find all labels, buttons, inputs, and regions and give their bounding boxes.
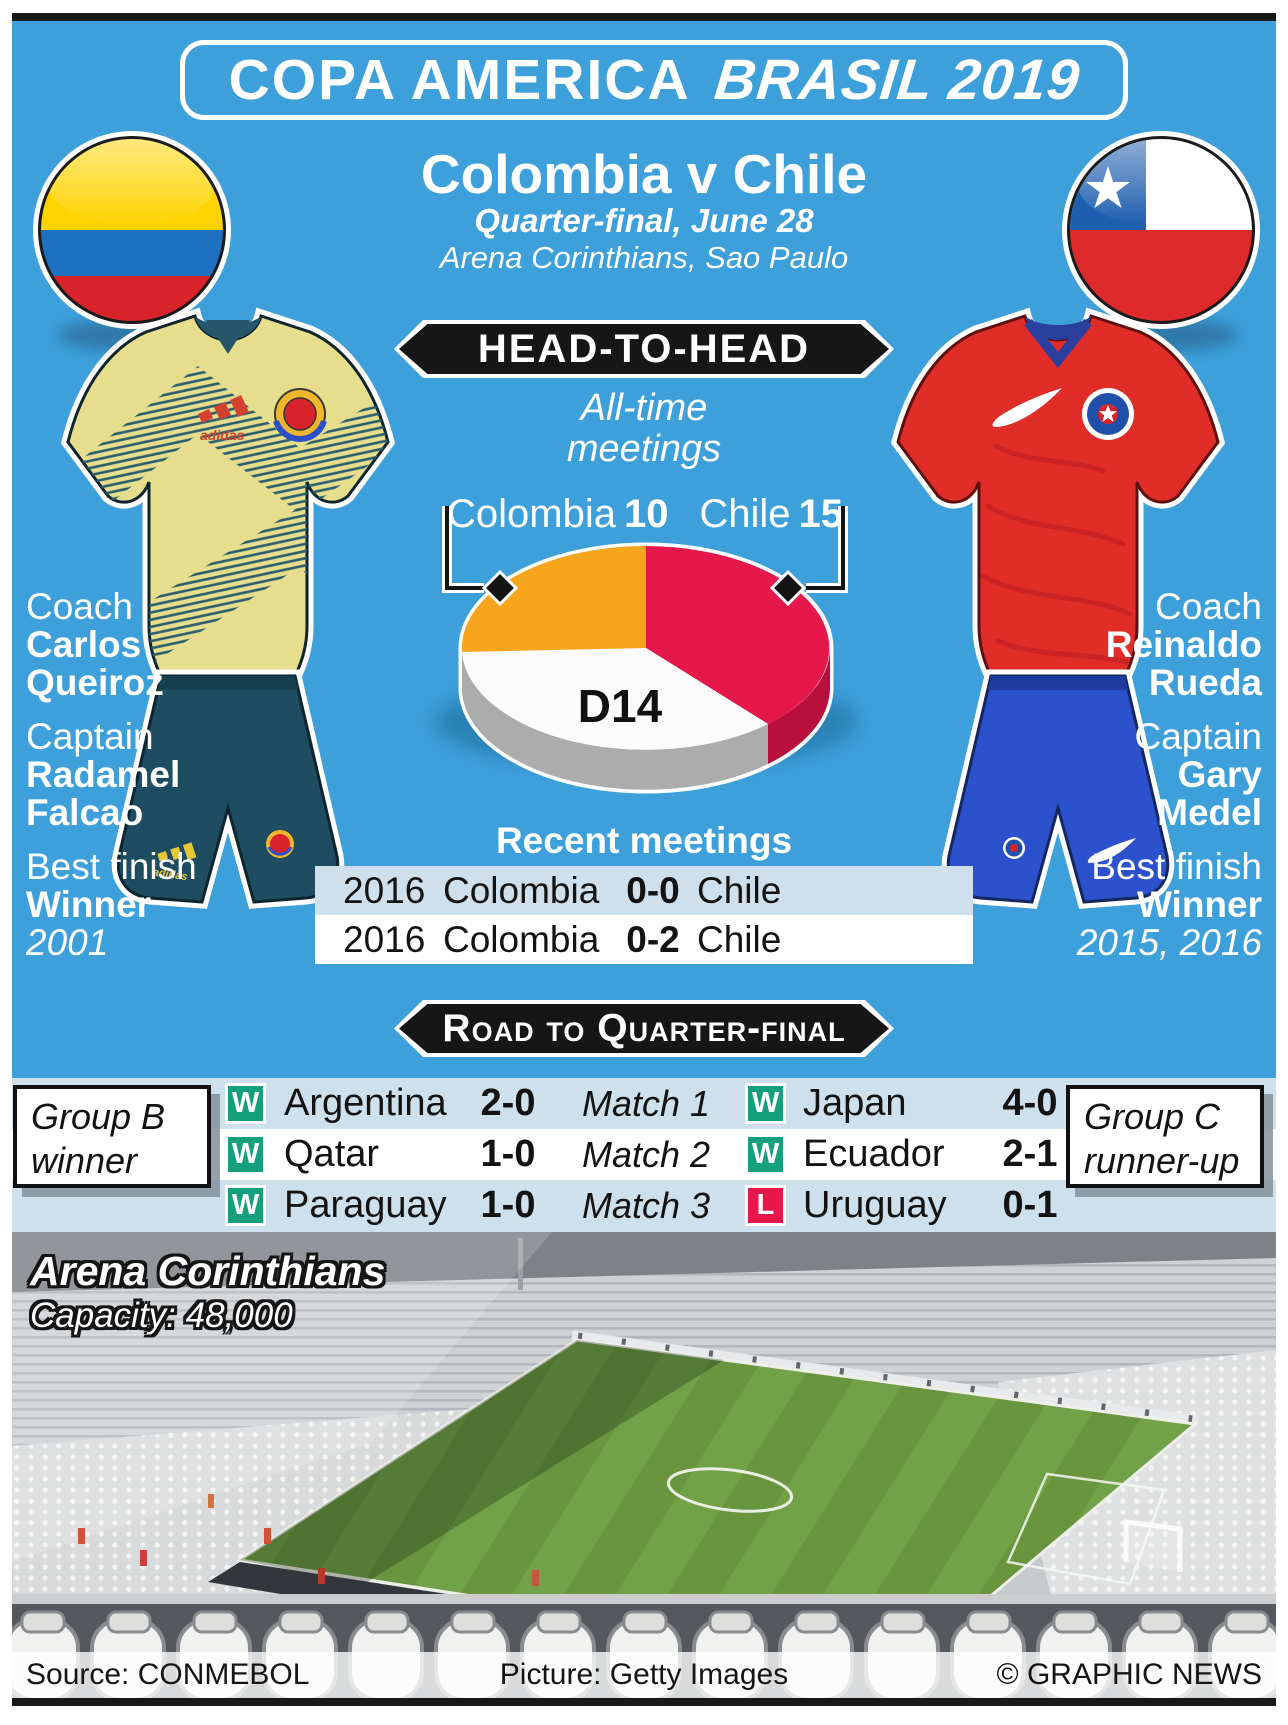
road-row-2: W Qatar 1-0 Match 2 W Ecuador 2-1 — [12, 1129, 1276, 1180]
bottom-border-bar — [12, 1698, 1276, 1706]
adidas-logo: adidas — [198, 395, 249, 443]
footer-credits: Source: CONMEBOL Picture: Getty Images ©… — [12, 1652, 1276, 1698]
result-badge: W — [745, 1083, 786, 1124]
fabric-folds — [980, 443, 1133, 665]
svg-text:adidas: adidas — [200, 427, 245, 443]
match-heading: Colombia v Chile — [420, 143, 868, 205]
graphic-news-credit: © GRAPHIC NEWS — [996, 1658, 1262, 1691]
result-badge: W — [225, 1185, 266, 1226]
best-finish-label: Best finish — [26, 846, 197, 887]
group-c-box: Group C runner-up — [1066, 1085, 1264, 1188]
match-venue: Arena Corinthians, Sao Paulo — [439, 240, 849, 275]
team-name: Ecuador — [803, 1133, 945, 1175]
match-score: 1-0 — [480, 1133, 536, 1175]
recent-meetings-title: Recent meetings — [495, 820, 793, 861]
tournament-edition: BRASIL 2019 — [711, 48, 1083, 112]
head-to-head-banner: HEAD-TO-HEAD — [394, 320, 894, 378]
chile-crest-icon — [1082, 388, 1134, 440]
captain-label: Captain — [1134, 716, 1262, 757]
recent-meeting-row: 2016 Colombia 0-0 Chile — [315, 866, 973, 915]
team-name: Japan — [803, 1082, 907, 1124]
nike-swoosh-icon — [992, 388, 1062, 427]
match-score: 2-0 — [480, 1082, 536, 1124]
captain-label: Captain — [26, 716, 154, 757]
right-callout-line — [769, 506, 848, 607]
result-badge: W — [225, 1134, 266, 1175]
road-banner-label: Road to Quarter-final — [442, 1006, 846, 1050]
pie-slice-colombia — [461, 546, 646, 652]
all-time-meetings-subtitle: All-time meetings — [566, 387, 722, 470]
match-number: Match 2 — [581, 1134, 711, 1175]
colombia-flag-icon — [32, 130, 232, 330]
best-finish-label: Best finish — [1091, 846, 1262, 887]
picture-credit: Picture: Getty Images — [499, 1658, 789, 1691]
tournament-title: COPA AMERICA — [228, 48, 691, 112]
coach-label: Coach — [1155, 586, 1262, 627]
colombia-crest-icon — [273, 388, 327, 442]
match-score: 0-1 — [1002, 1184, 1058, 1226]
stadium-capacity-caption: Capacity: 48,000 — [30, 1296, 293, 1335]
road-banner: Road to Quarter-final — [394, 1000, 894, 1057]
team-name: Uruguay — [803, 1184, 947, 1226]
left-callout-line — [442, 506, 519, 607]
svg-text:adidas: adidas — [152, 866, 188, 883]
team-name: Argentina — [284, 1082, 447, 1124]
adidas-shorts-logo: adidas — [152, 842, 197, 883]
road-row-1: W Argentina 2-0 Match 1 W Japan 4-0 — [12, 1078, 1276, 1129]
colombia-shorts-crest-icon — [266, 830, 294, 858]
road-row-3: W Paraguay 1-0 Match 3 L Uruguay 0-1 — [12, 1180, 1276, 1232]
result-badge: W — [225, 1083, 266, 1124]
source-credit: Source: CONMEBOL — [26, 1658, 310, 1691]
group-b-box: Group B winner — [13, 1085, 211, 1188]
team-name: Qatar — [284, 1133, 380, 1175]
match-number: Match 3 — [581, 1185, 711, 1226]
chile-wins-label: Chile 15 — [699, 492, 843, 536]
pie-slice-draws — [462, 648, 768, 750]
match-score: 2-1 — [1002, 1133, 1058, 1175]
chile-info-column: Coach Reinaldo Rueda Captain Gary Medel … — [1022, 588, 1262, 962]
stadium-name-caption: Arena Corinthians — [30, 1248, 386, 1294]
team-name: Paraguay — [284, 1184, 447, 1226]
head-to-head-pie-chart: D14 — [400, 470, 900, 800]
match-stage: Quarter-final, June 28 — [474, 202, 814, 239]
stadium-staff-figures — [78, 1494, 539, 1586]
draws-value-label: D14 — [578, 680, 663, 732]
match-number: Match 1 — [581, 1083, 711, 1124]
match-score: 1-0 — [480, 1184, 536, 1226]
result-badge: L — [745, 1185, 786, 1226]
recent-meetings-table: 2016 Colombia 0-0 Chile 2016 Colombia 0-… — [315, 866, 973, 964]
recent-meeting-row: 2016 Colombia 0-2 Chile — [315, 915, 973, 964]
result-badge: W — [745, 1134, 786, 1175]
match-score: 4-0 — [1002, 1082, 1058, 1124]
chile-shorts-crest-icon — [1003, 837, 1025, 859]
head-to-head-banner-label: HEAD-TO-HEAD — [477, 326, 811, 371]
nike-shorts-swoosh-icon — [1087, 838, 1136, 863]
top-border-bar — [12, 13, 1276, 21]
colombia-info-column: Coach Carlos Queiroz Captain Radamel Fal… — [26, 588, 266, 962]
colombia-wins-label: Colombia 10 — [447, 492, 669, 536]
tournament-title-banner: COPA AMERICA BRASIL 2019 — [180, 40, 1128, 120]
coach-label: Coach — [26, 586, 133, 627]
chile-flag-icon — [1061, 130, 1261, 330]
